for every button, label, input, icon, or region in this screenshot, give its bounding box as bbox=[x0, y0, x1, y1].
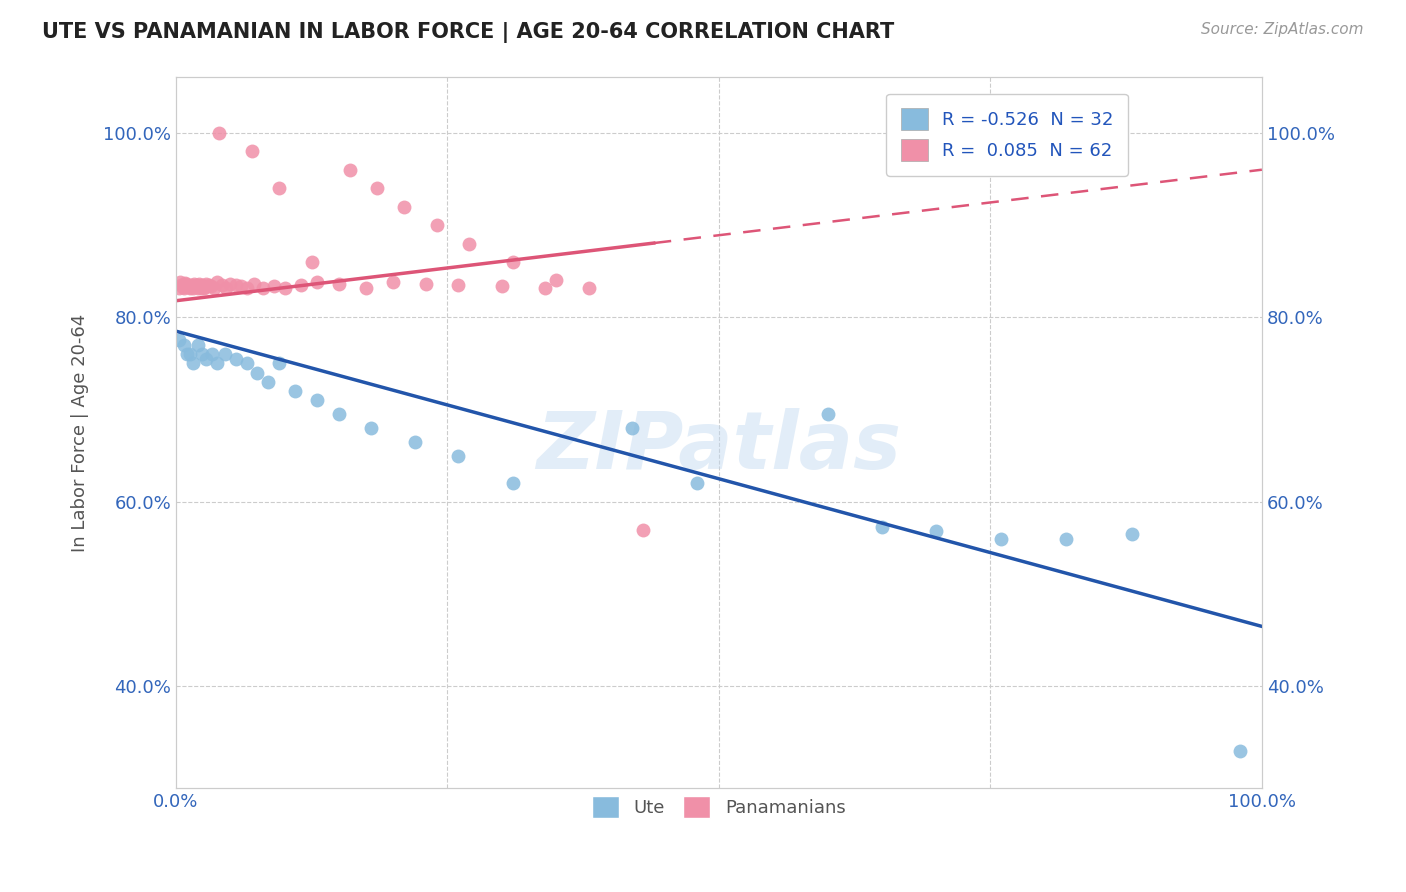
Point bbox=[870, 520, 893, 534]
Point bbox=[269, 181, 291, 195]
Point bbox=[404, 434, 426, 449]
Point bbox=[183, 277, 205, 292]
Y-axis label: In Labor Force | Age 20-64: In Labor Force | Age 20-64 bbox=[72, 313, 89, 552]
Text: Source: ZipAtlas.com: Source: ZipAtlas.com bbox=[1201, 22, 1364, 37]
Point bbox=[290, 278, 312, 293]
Point bbox=[328, 407, 350, 421]
Point bbox=[207, 275, 229, 289]
Point bbox=[167, 334, 190, 348]
Point bbox=[172, 280, 194, 294]
Point bbox=[184, 279, 207, 293]
Point bbox=[252, 281, 274, 295]
Point bbox=[392, 200, 415, 214]
Point bbox=[621, 421, 644, 435]
Point bbox=[366, 181, 388, 195]
Point bbox=[188, 279, 211, 293]
Point bbox=[187, 338, 209, 352]
Point bbox=[215, 281, 238, 295]
Point bbox=[231, 279, 253, 293]
Point bbox=[193, 281, 215, 295]
Point bbox=[174, 277, 197, 292]
Point bbox=[177, 279, 200, 293]
Point bbox=[307, 393, 329, 408]
Point bbox=[194, 280, 217, 294]
Point bbox=[544, 273, 567, 287]
Point bbox=[179, 347, 201, 361]
Point bbox=[447, 449, 470, 463]
Point bbox=[339, 162, 361, 177]
Point bbox=[176, 278, 198, 293]
Point bbox=[491, 279, 513, 293]
Point bbox=[225, 278, 247, 293]
Point bbox=[307, 275, 329, 289]
Point bbox=[170, 278, 193, 293]
Point bbox=[207, 356, 229, 370]
Point bbox=[578, 281, 600, 295]
Point bbox=[181, 279, 204, 293]
Point bbox=[197, 278, 219, 293]
Point bbox=[284, 384, 307, 398]
Point bbox=[534, 281, 557, 295]
Point bbox=[211, 278, 233, 293]
Point bbox=[191, 347, 214, 361]
Point bbox=[219, 277, 242, 292]
Point bbox=[200, 279, 222, 293]
Point bbox=[458, 236, 481, 251]
Point bbox=[925, 524, 948, 539]
Point bbox=[447, 278, 470, 293]
Point bbox=[180, 278, 202, 293]
Point bbox=[1121, 527, 1143, 541]
Point bbox=[1054, 532, 1077, 546]
Point bbox=[502, 255, 524, 269]
Point bbox=[426, 218, 449, 232]
Point bbox=[502, 476, 524, 491]
Point bbox=[202, 281, 225, 295]
Point bbox=[240, 145, 263, 159]
Point bbox=[195, 351, 218, 366]
Point bbox=[177, 280, 200, 294]
Point bbox=[415, 277, 437, 292]
Point bbox=[179, 281, 201, 295]
Point bbox=[990, 532, 1012, 546]
Point bbox=[173, 338, 195, 352]
Point bbox=[173, 276, 195, 290]
Point bbox=[235, 281, 257, 295]
Point bbox=[183, 356, 205, 370]
Point bbox=[328, 277, 350, 292]
Point bbox=[246, 366, 269, 380]
Point bbox=[195, 277, 218, 292]
Point bbox=[243, 277, 266, 292]
Point bbox=[686, 476, 709, 491]
Point bbox=[186, 278, 208, 293]
Point bbox=[214, 347, 236, 361]
Point bbox=[191, 278, 214, 293]
Legend: Ute, Panamanians: Ute, Panamanians bbox=[585, 789, 853, 825]
Point bbox=[183, 281, 205, 295]
Point bbox=[235, 356, 257, 370]
Point bbox=[187, 281, 209, 295]
Point bbox=[176, 347, 198, 361]
Point bbox=[354, 281, 377, 295]
Point bbox=[191, 279, 214, 293]
Point bbox=[273, 281, 295, 295]
Point bbox=[201, 347, 224, 361]
Point bbox=[190, 281, 212, 295]
Point bbox=[208, 126, 231, 140]
Point bbox=[257, 375, 280, 389]
Point bbox=[1229, 744, 1251, 758]
Point bbox=[225, 351, 247, 366]
Point bbox=[169, 275, 191, 289]
Point bbox=[187, 277, 209, 292]
Point bbox=[301, 255, 323, 269]
Point bbox=[817, 407, 839, 421]
Point bbox=[631, 523, 654, 537]
Point bbox=[269, 356, 291, 370]
Text: UTE VS PANAMANIAN IN LABOR FORCE | AGE 20-64 CORRELATION CHART: UTE VS PANAMANIAN IN LABOR FORCE | AGE 2… bbox=[42, 22, 894, 44]
Point bbox=[360, 421, 382, 435]
Point bbox=[173, 281, 195, 295]
Point bbox=[263, 279, 285, 293]
Text: ZIPatlas: ZIPatlas bbox=[537, 408, 901, 486]
Point bbox=[382, 275, 405, 289]
Point bbox=[167, 281, 190, 295]
